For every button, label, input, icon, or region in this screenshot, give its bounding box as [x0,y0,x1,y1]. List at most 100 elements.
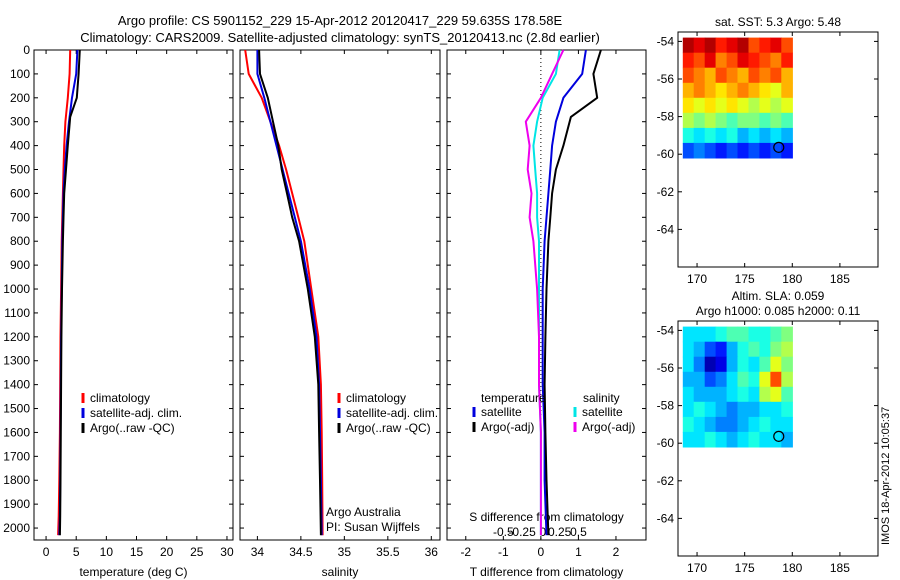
sla-heat-cell [715,386,728,403]
y-tick-label: 300 [10,115,30,129]
sst-heat-cell [715,52,728,69]
sla-heat-cell [737,416,750,433]
sst-heat-cell [693,67,706,84]
sla-heat-cell [704,356,717,373]
sla-heat-cell [726,341,739,358]
s-tick-label: -0.25 [508,525,536,539]
y-tick-label: 1000 [3,282,30,296]
figure-title-line2: Climatology: CARS2009. Satellite-adjuste… [80,30,600,45]
sst-heat-cell [693,97,706,114]
sst-heat-cell [770,112,782,129]
x-tick-label: 170 [687,272,707,286]
sla-heat-cell [715,371,728,388]
sla-heat-cell [748,371,761,388]
difference-series-line-1 [543,49,602,536]
sla-heat-cell [770,371,782,388]
sst-heat-cell [781,112,793,129]
sst-map-frame [677,31,879,268]
y-tick-label: -56 [657,361,675,375]
x-tick-label: 34 [251,545,265,559]
y-tick-label: 800 [10,234,30,248]
sla-heat-cell [748,416,761,433]
x-tick-label: 36 [425,545,439,559]
sla-heat-cell [704,371,717,388]
sla-heat-cell [715,401,728,418]
source-annotation: Argo Australia [326,505,401,519]
sla-heat-cell [693,326,706,343]
sla-heat-cell [748,326,761,343]
sla-heat-cell [682,416,695,433]
sst-heat-cell [682,52,695,69]
sla-heat-cell [704,341,717,358]
legend-label: satellite-adj. clim. [90,406,182,420]
sst-heat-cell [693,127,706,144]
sst-heat-cell [770,142,782,159]
x-tick-label: 0 [43,545,50,559]
sla-heat-cell [704,386,717,403]
salinity-series-line-2 [258,49,322,536]
x-tick-label: 185 [830,561,850,575]
sst-heat-cell [726,127,739,144]
sst-heat-cell [759,127,771,144]
sla-heat-cell [759,371,771,388]
sst-heat-cell [704,52,717,69]
sla-heat-cell [726,431,739,448]
timestamp-label: IMOS 18-Apr-2012 10:05:37 [880,407,892,545]
sst-heat-cell [726,97,739,114]
sst-heat-cell [748,82,761,99]
sla-heat-cell [781,386,793,403]
y-tick-label: -60 [657,436,675,450]
sla-heat-cell [726,401,739,418]
sla-heat-cell [781,356,793,373]
sst-heat-cell [737,127,750,144]
sla-heat-cell [737,386,750,403]
temperature-panel: 0100200300400500600700800900100011001200… [3,43,234,579]
sla-heat-cell [759,386,771,403]
sst-heat-cell [726,82,739,99]
y-tick-label: 1800 [3,473,30,487]
s-tick-label: 0.25 [548,525,572,539]
sst-heat-cell [770,97,782,114]
y-tick-label: 200 [10,91,30,105]
sla-heat-cell [759,431,771,448]
sst-heat-cell [781,67,793,84]
sst-heat-cell [759,112,771,129]
sst-heat-cell [715,142,728,159]
sla-heat-cell [726,386,739,403]
y-tick-label: 600 [10,186,30,200]
legend-label: Argo(-adj) [582,420,635,434]
x-tick-label: 30 [220,545,234,559]
difference-series-line-3 [524,49,565,536]
sla-heat-cell [748,431,761,448]
x-tick-label: -1 [498,545,509,559]
sla-heat-cell [726,356,739,373]
sst-heat-cell [748,142,761,159]
sst-heat-cell [704,97,717,114]
sst-heat-cell [759,142,771,159]
sla-heat-cell [715,356,728,373]
sst-heat-cell [682,37,695,54]
source-annotation: PI: Susan Wijffels [326,520,420,534]
sst-heat-cell [737,112,750,129]
y-tick-label: 400 [10,139,30,153]
sla-map-panel: 170 175 180 185 -54 -56 -58 -60 -62 -64 Altim. SLA… [657,289,879,575]
sla-heat-cell [682,401,695,418]
profile-location-marker [773,141,785,153]
sst-heat-cell [737,37,750,54]
sst-heat-cell [781,142,793,159]
salinity-series-line-0 [244,49,324,536]
sla-heat-cell [770,401,782,418]
sst-heat-cell [704,142,717,159]
x-tick-label: 180 [782,272,802,286]
sst-heat-cell [715,37,728,54]
y-tick-label: 1200 [3,330,30,344]
x-tick-label: 15 [130,545,144,559]
sla-heat-cell [781,416,793,433]
salinity-plot-frame [239,49,441,541]
sla-heat-cell [682,356,695,373]
sst-heat-cell [715,127,728,144]
sla-heat-cell [770,386,782,403]
sst-heat-cell [726,37,739,54]
y-tick-label: -54 [657,323,675,337]
sst-heat-cell [704,67,717,84]
